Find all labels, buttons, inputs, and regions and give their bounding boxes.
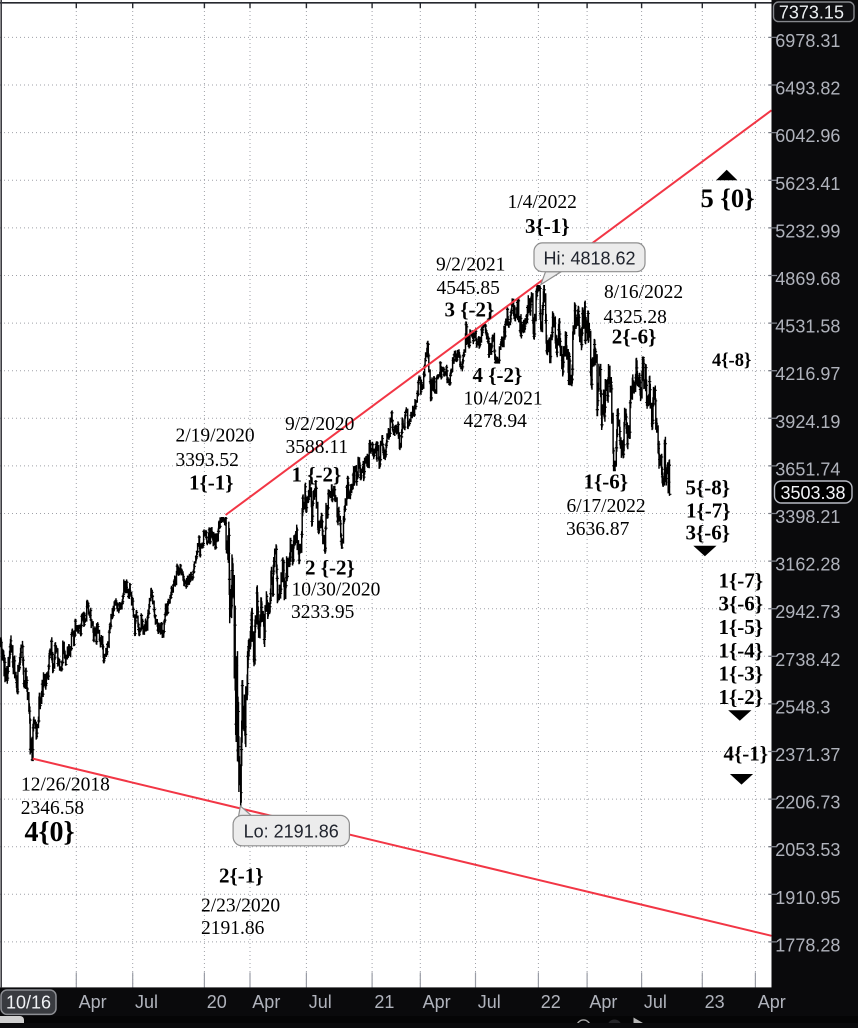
svg-text:4{-8}: 4{-8} xyxy=(712,351,751,371)
svg-text:4{0}: 4{0} xyxy=(25,817,75,848)
svg-text:1{-3}: 1{-3} xyxy=(719,662,764,686)
svg-text:2942.73: 2942.73 xyxy=(775,602,840,622)
svg-text:3 {-2}: 3 {-2} xyxy=(445,298,495,322)
svg-text:3233.95: 3233.95 xyxy=(291,602,354,623)
svg-text:2346.58: 2346.58 xyxy=(21,798,84,819)
svg-text:1/4/2022: 1/4/2022 xyxy=(508,192,577,213)
svg-text:5{-8}: 5{-8} xyxy=(686,476,731,500)
svg-text:9/2/2021: 9/2/2021 xyxy=(436,255,505,276)
svg-text:2053.53: 2053.53 xyxy=(775,840,840,860)
svg-text:4216.97: 4216.97 xyxy=(775,364,840,384)
svg-text:10/4/2021: 10/4/2021 xyxy=(464,389,543,410)
svg-text:2191.86: 2191.86 xyxy=(201,918,265,939)
svg-text:2{-6}: 2{-6} xyxy=(612,325,657,349)
svg-text:Jul: Jul xyxy=(309,992,332,1012)
svg-text:2738.42: 2738.42 xyxy=(775,650,840,670)
svg-text:1{-7}: 1{-7} xyxy=(719,569,764,593)
svg-text:Apr: Apr xyxy=(589,992,617,1012)
svg-text:5 {0}: 5 {0} xyxy=(701,183,755,213)
svg-text:Apr: Apr xyxy=(79,992,107,1012)
svg-text:Lo: 2191.86: Lo: 2191.86 xyxy=(244,822,339,842)
svg-text:3636.87: 3636.87 xyxy=(566,519,630,540)
svg-text:6042.96: 6042.96 xyxy=(775,126,840,146)
svg-text:1778.28: 1778.28 xyxy=(775,935,840,955)
svg-text:3{-1}: 3{-1} xyxy=(525,214,570,238)
svg-text:21: 21 xyxy=(374,992,394,1012)
svg-text:3398.21: 3398.21 xyxy=(775,507,840,527)
svg-text:3924.19: 3924.19 xyxy=(775,412,840,432)
svg-text:8/16/2022: 8/16/2022 xyxy=(604,282,683,303)
svg-text:3503.38: 3503.38 xyxy=(781,483,846,503)
svg-text:Apr: Apr xyxy=(423,992,451,1012)
svg-text:3{-6}: 3{-6} xyxy=(719,592,764,616)
svg-text:4531.58: 4531.58 xyxy=(775,317,840,337)
svg-text:1{-5}: 1{-5} xyxy=(719,615,764,639)
svg-text:2/23/2020: 2/23/2020 xyxy=(201,896,280,917)
svg-text:6978.31: 6978.31 xyxy=(775,31,840,51)
svg-text:2371.37: 2371.37 xyxy=(775,745,840,765)
svg-text:3651.74: 3651.74 xyxy=(775,459,840,479)
svg-text:1 {-2}: 1 {-2} xyxy=(292,463,342,487)
svg-text:1{-7}: 1{-7} xyxy=(686,499,731,523)
svg-text:3588.11: 3588.11 xyxy=(286,437,349,458)
svg-text:1{-1}: 1{-1} xyxy=(189,471,234,495)
svg-text:4545.85: 4545.85 xyxy=(437,278,500,299)
svg-text:4278.94: 4278.94 xyxy=(464,411,528,432)
svg-text:Jul: Jul xyxy=(478,992,501,1012)
svg-text:3393.52: 3393.52 xyxy=(176,450,239,471)
svg-text:10/30/2020: 10/30/2020 xyxy=(292,579,381,600)
svg-text:12/26/2018: 12/26/2018 xyxy=(21,775,110,796)
svg-text:2{-1}: 2{-1} xyxy=(219,864,264,888)
svg-text:Apr: Apr xyxy=(758,992,786,1012)
svg-text:Jul: Jul xyxy=(135,992,158,1012)
svg-text:6/17/2022: 6/17/2022 xyxy=(567,496,646,517)
svg-text:Jul: Jul xyxy=(644,992,667,1012)
svg-text:3162.28: 3162.28 xyxy=(775,555,840,575)
svg-text:5623.41: 5623.41 xyxy=(775,174,840,194)
svg-text:10/16: 10/16 xyxy=(6,992,51,1012)
svg-text:2/19/2020: 2/19/2020 xyxy=(176,426,255,447)
svg-text:5232.99: 5232.99 xyxy=(775,221,840,241)
svg-text:3{-6}: 3{-6} xyxy=(686,521,731,545)
svg-text:20: 20 xyxy=(207,992,227,1012)
svg-text:1{-4}: 1{-4} xyxy=(719,639,764,663)
svg-text:4 {-2}: 4 {-2} xyxy=(473,363,523,387)
svg-text:4{-1}: 4{-1} xyxy=(724,742,769,766)
svg-text:6493.82: 6493.82 xyxy=(775,79,840,99)
svg-text:1{-2}: 1{-2} xyxy=(719,685,764,709)
svg-text:22: 22 xyxy=(541,992,561,1012)
svg-text:9/2/2020: 9/2/2020 xyxy=(285,414,354,435)
svg-text:7373.15: 7373.15 xyxy=(779,2,844,22)
svg-text:2 {-2}: 2 {-2} xyxy=(305,556,355,580)
svg-text:2206.73: 2206.73 xyxy=(775,793,840,813)
svg-text:Apr: Apr xyxy=(252,992,280,1012)
svg-text:4869.68: 4869.68 xyxy=(775,269,840,289)
svg-text:23: 23 xyxy=(705,992,725,1012)
svg-text:Hi: 4818.62: Hi: 4818.62 xyxy=(543,248,635,268)
svg-text:1910.95: 1910.95 xyxy=(775,888,840,908)
svg-text:1{-6}: 1{-6} xyxy=(584,470,629,494)
svg-text:2548.3: 2548.3 xyxy=(775,697,830,717)
